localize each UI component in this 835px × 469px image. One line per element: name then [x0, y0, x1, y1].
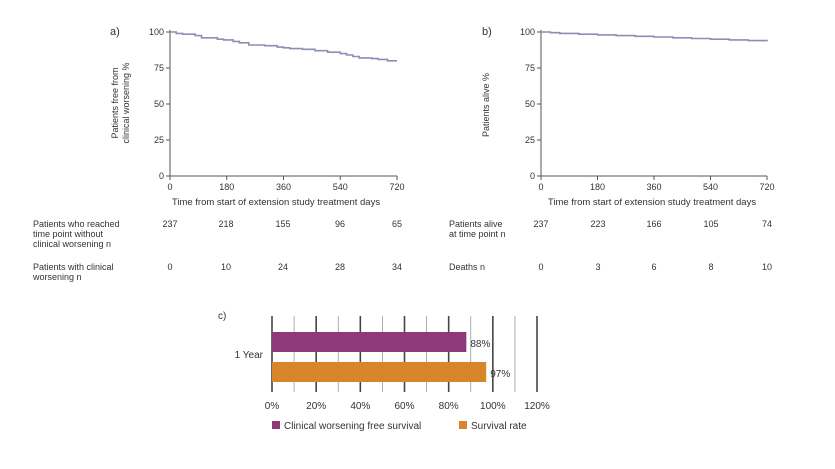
x-tick-label: 0 — [167, 182, 172, 192]
table-cell: 218 — [218, 219, 233, 229]
x-tick-label: 0% — [265, 401, 280, 412]
x-tick-label: 540 — [333, 182, 348, 192]
table-cell: 237 — [162, 219, 177, 229]
survival-curve — [170, 31, 397, 62]
table-row-label: Patients who reached — [33, 219, 120, 229]
legend-entry: Survival rate — [471, 421, 527, 432]
table-cell: 237 — [533, 219, 548, 229]
y-tick-label: 0 — [530, 171, 535, 181]
x-tick-label: 80% — [439, 401, 459, 412]
bar — [272, 332, 467, 352]
table-cell: 34 — [392, 262, 402, 272]
table-cell: 0 — [167, 262, 172, 272]
table-cell: 10 — [762, 262, 772, 272]
x-tick-label: 0 — [538, 182, 543, 192]
table-row-label: Patients with clinical — [33, 262, 114, 272]
bar-data-label: 97% — [490, 369, 510, 380]
category-label: 1 Year — [235, 350, 264, 361]
x-tick-label: 40% — [350, 401, 370, 412]
panel-c-label: c) — [218, 311, 226, 322]
x-tick-label: 60% — [394, 401, 414, 412]
panel-c-bar-chart: c) 1 Year 88% 97% 0% 20% 40% 60% 80% 100% 120% Cl… — [218, 311, 550, 432]
table-row-label: at time point n — [449, 229, 506, 239]
table-cell: 155 — [275, 219, 290, 229]
panel-b-xlabel: Time from start of extension study treat… — [548, 197, 756, 208]
table-cell: 10 — [221, 262, 231, 272]
panel-c-legend: Clinical worsening free survival Survival… — [272, 421, 527, 432]
y-tick-label: 75 — [525, 63, 535, 73]
table-row-label: time point without — [33, 229, 104, 239]
legend-swatch — [272, 421, 280, 429]
y-tick-label: 100 — [149, 27, 164, 37]
bar-data-label: 88% — [470, 339, 490, 350]
x-tick-label: 360 — [276, 182, 291, 192]
x-tick-label: 180 — [219, 182, 234, 192]
survival-curve — [541, 31, 768, 42]
legend-swatch — [459, 421, 467, 429]
x-tick-label: 180 — [590, 182, 605, 192]
table-row-label: worsening n — [32, 272, 82, 282]
table-cell: 6 — [651, 262, 656, 272]
table-cell: 166 — [646, 219, 661, 229]
panel-b-ylabel: Patients alive % — [481, 73, 491, 137]
panel-a-axes: 0 25 50 75 100 0 180 360 540 720 — [149, 27, 405, 192]
table-cell: 0 — [538, 262, 543, 272]
panel-b-label: b) — [482, 26, 492, 38]
bar — [272, 362, 487, 382]
x-tick-label: 20% — [306, 401, 326, 412]
table-cell: 74 — [762, 219, 772, 229]
legend-entry: Clinical worsening free survival — [284, 421, 421, 432]
x-tick-label: 720 — [759, 182, 774, 192]
table-cell: 8 — [708, 262, 713, 272]
table-row-label: Deaths n — [449, 262, 485, 272]
table-cell: 28 — [335, 262, 345, 272]
y-tick-label: 50 — [154, 99, 164, 109]
x-tick-label: 120% — [524, 401, 550, 412]
table-cell: 105 — [703, 219, 718, 229]
panel-b-axes: 0 25 50 75 100 0 180 360 540 720 — [520, 27, 775, 192]
panel-a-survival-plot: a) Patients free from clinical worsening… — [32, 26, 405, 282]
y-tick-label: 25 — [525, 135, 535, 145]
y-tick-label: 0 — [159, 171, 164, 181]
panel-a-ylabel-line1: Patients free from — [110, 67, 120, 138]
table-row-label: Patients alive — [449, 219, 503, 229]
table-cell: 24 — [278, 262, 288, 272]
x-tick-label: 720 — [389, 182, 404, 192]
panel-a-label: a) — [110, 26, 120, 38]
panel-a-xlabel: Time from start of extension study treat… — [172, 197, 380, 208]
panel-c-plot-area: 1 Year 88% 97% 0% 20% 40% 60% 80% 100% 120% — [235, 316, 550, 412]
table-cell: 96 — [335, 219, 345, 229]
table-cell: 3 — [595, 262, 600, 272]
x-tick-label: 360 — [646, 182, 661, 192]
table-cell: 223 — [590, 219, 605, 229]
y-tick-label: 75 — [154, 63, 164, 73]
table-cell: 65 — [392, 219, 402, 229]
y-tick-label: 100 — [520, 27, 535, 37]
panel-a-ylabel-line2: clinical worsening % — [121, 62, 131, 143]
y-tick-label: 25 — [154, 135, 164, 145]
x-tick-label: 540 — [703, 182, 718, 192]
y-tick-label: 50 — [525, 99, 535, 109]
table-row-label: clinical worsening n — [33, 239, 111, 249]
x-tick-label: 100% — [480, 401, 506, 412]
